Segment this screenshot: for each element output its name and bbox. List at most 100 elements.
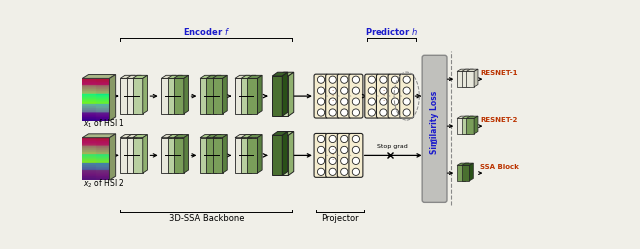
Polygon shape xyxy=(223,135,227,173)
Circle shape xyxy=(340,168,348,175)
Polygon shape xyxy=(178,75,182,114)
Text: Stop grad: Stop grad xyxy=(378,144,408,149)
Polygon shape xyxy=(457,69,468,71)
FancyBboxPatch shape xyxy=(314,133,328,177)
Polygon shape xyxy=(127,78,136,114)
Polygon shape xyxy=(278,131,294,135)
Polygon shape xyxy=(210,135,215,173)
FancyBboxPatch shape xyxy=(314,74,328,118)
Polygon shape xyxy=(278,135,289,175)
Polygon shape xyxy=(278,72,294,76)
Circle shape xyxy=(317,168,324,175)
Polygon shape xyxy=(282,72,288,116)
Text: $x_1$ of HSI 1: $x_1$ of HSI 1 xyxy=(83,118,125,130)
Text: $\mathcal{L}$: $\mathcal{L}$ xyxy=(429,136,440,144)
Polygon shape xyxy=(465,163,468,181)
Circle shape xyxy=(352,157,360,165)
Circle shape xyxy=(340,87,348,94)
Circle shape xyxy=(392,76,399,83)
Circle shape xyxy=(317,87,324,94)
Text: RESNET-2: RESNET-2 xyxy=(480,117,518,123)
FancyBboxPatch shape xyxy=(337,133,351,177)
Polygon shape xyxy=(206,135,221,138)
Polygon shape xyxy=(457,71,465,87)
Polygon shape xyxy=(200,138,210,173)
Polygon shape xyxy=(474,69,478,87)
Text: ·
·
·: · · · xyxy=(332,88,334,104)
FancyBboxPatch shape xyxy=(365,74,379,118)
Polygon shape xyxy=(461,69,474,71)
Circle shape xyxy=(329,168,336,175)
Circle shape xyxy=(352,168,360,175)
Circle shape xyxy=(368,109,376,116)
Polygon shape xyxy=(461,119,469,134)
Circle shape xyxy=(329,157,336,165)
Polygon shape xyxy=(200,135,215,138)
Circle shape xyxy=(340,76,348,83)
Circle shape xyxy=(340,109,348,116)
Circle shape xyxy=(329,135,336,143)
Circle shape xyxy=(352,76,360,83)
Polygon shape xyxy=(465,69,468,87)
Polygon shape xyxy=(241,138,252,173)
Circle shape xyxy=(403,87,410,94)
Polygon shape xyxy=(469,163,474,181)
Polygon shape xyxy=(174,75,189,78)
Polygon shape xyxy=(161,138,172,173)
Polygon shape xyxy=(206,75,221,78)
Polygon shape xyxy=(252,75,256,114)
Text: Projector: Projector xyxy=(321,214,359,223)
Circle shape xyxy=(352,146,360,154)
Circle shape xyxy=(329,146,336,154)
Polygon shape xyxy=(457,165,465,181)
Circle shape xyxy=(392,109,399,116)
Polygon shape xyxy=(212,75,227,78)
Polygon shape xyxy=(235,138,245,173)
Circle shape xyxy=(392,98,399,105)
Polygon shape xyxy=(257,75,262,114)
Polygon shape xyxy=(241,75,256,78)
FancyBboxPatch shape xyxy=(422,55,447,202)
Polygon shape xyxy=(241,78,252,114)
Polygon shape xyxy=(120,78,131,114)
Polygon shape xyxy=(109,74,116,121)
Polygon shape xyxy=(127,135,141,138)
Polygon shape xyxy=(248,78,257,114)
Polygon shape xyxy=(467,116,478,119)
Polygon shape xyxy=(235,78,245,114)
Polygon shape xyxy=(168,138,178,173)
FancyBboxPatch shape xyxy=(388,74,402,118)
Polygon shape xyxy=(223,75,227,114)
Polygon shape xyxy=(467,119,474,134)
Polygon shape xyxy=(461,71,469,87)
Polygon shape xyxy=(206,78,216,114)
Polygon shape xyxy=(235,135,250,138)
FancyBboxPatch shape xyxy=(376,74,390,118)
Polygon shape xyxy=(212,135,227,138)
Circle shape xyxy=(317,146,324,154)
Circle shape xyxy=(380,76,387,83)
Polygon shape xyxy=(200,75,215,78)
FancyBboxPatch shape xyxy=(349,74,363,118)
Circle shape xyxy=(380,87,387,94)
Circle shape xyxy=(329,87,336,94)
Circle shape xyxy=(317,76,324,83)
Circle shape xyxy=(352,109,360,116)
Polygon shape xyxy=(109,134,116,180)
Polygon shape xyxy=(241,135,256,138)
Polygon shape xyxy=(172,135,176,173)
Polygon shape xyxy=(457,116,468,119)
Polygon shape xyxy=(235,75,250,78)
Circle shape xyxy=(340,157,348,165)
Polygon shape xyxy=(272,131,288,135)
Circle shape xyxy=(329,76,336,83)
Polygon shape xyxy=(143,135,147,173)
Polygon shape xyxy=(257,135,262,173)
Circle shape xyxy=(317,157,324,165)
Polygon shape xyxy=(184,75,189,114)
Polygon shape xyxy=(245,75,250,114)
Circle shape xyxy=(352,87,360,94)
Polygon shape xyxy=(174,78,184,114)
Polygon shape xyxy=(132,78,143,114)
Polygon shape xyxy=(83,134,116,138)
